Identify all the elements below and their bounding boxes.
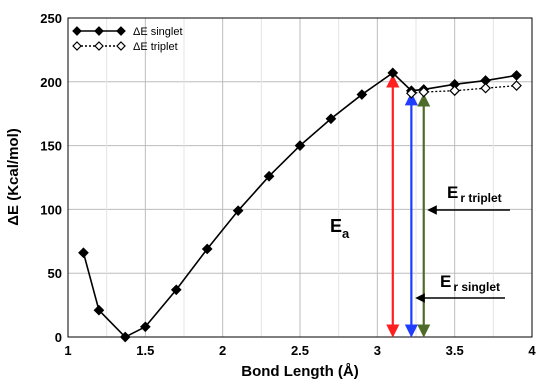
data-point-singlet bbox=[387, 67, 399, 79]
data-point-triplet bbox=[511, 80, 522, 91]
plot-frame bbox=[67, 17, 533, 338]
data-point-singlet bbox=[119, 331, 131, 343]
x-tick-label: 1 bbox=[64, 343, 71, 358]
legend: ΔE singlet ΔE triplet bbox=[72, 26, 183, 53]
y-tick-label: 0 bbox=[55, 330, 62, 345]
y-tick-label: 100 bbox=[40, 202, 62, 217]
x-tick-label: 2 bbox=[219, 343, 226, 358]
legend-marker bbox=[116, 41, 126, 51]
er-singlet-label-sub: r singlet bbox=[453, 280, 500, 294]
data-point-singlet bbox=[356, 89, 368, 100]
x-tick-label: 2.5 bbox=[291, 343, 309, 358]
series bbox=[78, 67, 522, 343]
ea-label-sub: a bbox=[342, 226, 350, 241]
data-point-triplet bbox=[449, 85, 461, 97]
er-triplet-label-sub: r triplet bbox=[460, 191, 501, 205]
x-tick-label: 4 bbox=[528, 343, 536, 358]
y-tick-label: 200 bbox=[40, 75, 62, 90]
legend-marker bbox=[94, 41, 104, 51]
tick-labels: 1 1.5 2 2.5 3 3.5 4 0 50 100 150 200 250 bbox=[40, 11, 536, 358]
data-point-singlet bbox=[139, 321, 151, 333]
x-tick-label: 1.5 bbox=[136, 343, 154, 358]
data-point-singlet bbox=[325, 113, 337, 125]
y-tick-label: 150 bbox=[40, 139, 62, 154]
data-point-triplet bbox=[418, 86, 430, 98]
legend-marker bbox=[72, 41, 82, 51]
data-point-singlet bbox=[93, 304, 105, 316]
axes bbox=[67, 17, 533, 338]
legend-marker bbox=[72, 26, 82, 36]
data-point-singlet bbox=[78, 247, 89, 259]
data-point-singlet bbox=[232, 205, 244, 217]
x-tick-label: 3 bbox=[374, 343, 381, 358]
data-point-singlet bbox=[201, 243, 213, 255]
data-point-triplet bbox=[406, 87, 417, 99]
legend-entry-singlet: ΔE singlet bbox=[133, 26, 183, 38]
y-tick-label: 50 bbox=[48, 266, 62, 281]
data-point-singlet bbox=[170, 284, 182, 296]
data-point-singlet bbox=[511, 70, 522, 81]
y-axis-label: ΔE (Kcal/mol) bbox=[5, 128, 22, 225]
legend-marker bbox=[94, 26, 104, 36]
data-point-singlet bbox=[263, 170, 275, 182]
y-tick-label: 250 bbox=[40, 11, 62, 26]
x-axis-label: Bond Length (Å) bbox=[241, 363, 358, 380]
x-tick-label: 3.5 bbox=[446, 343, 464, 358]
legend-entry-triplet: ΔE triplet bbox=[133, 41, 178, 53]
data-point-singlet bbox=[294, 140, 306, 151]
legend-marker bbox=[116, 26, 126, 36]
data-point-triplet bbox=[480, 82, 491, 94]
ea-label: Ea bbox=[330, 216, 350, 241]
